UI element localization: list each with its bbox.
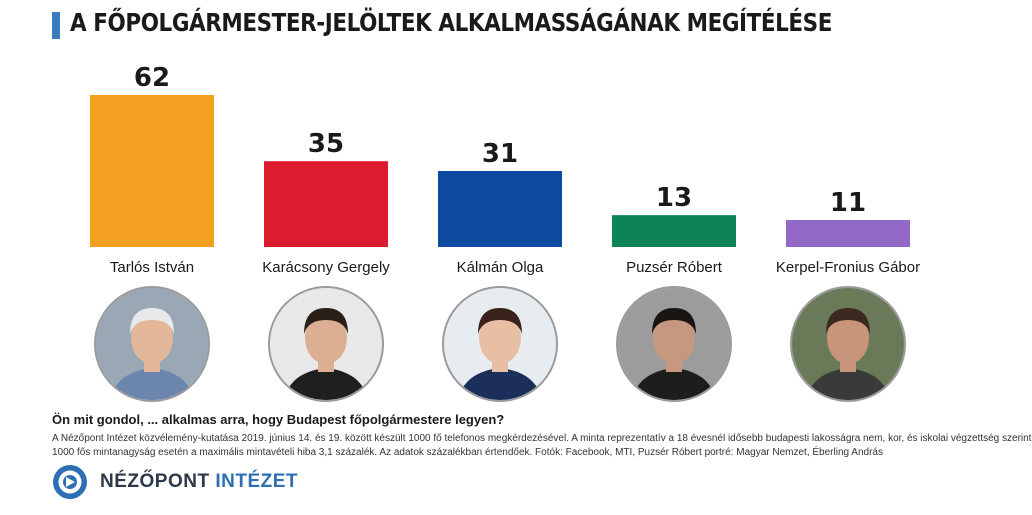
value-label-2: 35 <box>308 129 344 159</box>
bar-3 <box>438 171 562 247</box>
bar-2 <box>264 161 388 247</box>
bar-4 <box>612 215 736 247</box>
category-label-5: Kerpel-Fronius Gábor <box>776 259 920 276</box>
portrait-photo-icon <box>618 288 730 400</box>
category-label-1: Tarlós István <box>110 259 194 276</box>
category-label-3: Kálmán Olga <box>457 259 544 276</box>
portrait-photo-icon <box>792 288 904 400</box>
nezopont-logo-text[interactable]: NÉZŐPONT INTÉZET <box>100 471 298 493</box>
value-label-3: 31 <box>482 139 518 169</box>
title-accent-bar <box>52 12 60 39</box>
value-label-4: 13 <box>656 183 692 213</box>
value-label-5: 11 <box>830 188 866 218</box>
bar-chart: 62 Tarlós István 35 Karácsony Gergely 31 Kálm… <box>90 63 920 276</box>
chart-title: A FŐPOLGÁRMESTER-JELÖLTEK ALKALMASSÁGÁNA… <box>70 8 832 37</box>
category-label-2: Karácsony Gergely <box>262 259 390 276</box>
survey-question: Ön mit gondol, ... alkalmas arra, hogy B… <box>52 412 505 427</box>
bar-5 <box>786 220 910 247</box>
portrait-1 <box>94 286 210 402</box>
portrait-4 <box>616 286 732 402</box>
source-note-line-1: A Nézőpont Intézet közvélemény-kutatása … <box>52 433 1032 444</box>
value-label-1: 62 <box>134 63 170 93</box>
portrait-photo-icon <box>444 288 556 400</box>
portrait-2 <box>268 286 384 402</box>
category-label-4: Puzsér Róbert <box>626 259 723 276</box>
source-note-line-2: 1000 fős mintanagyság esetén a maximális… <box>52 447 883 458</box>
nezopont-logo-icon[interactable] <box>52 464 88 500</box>
logo-word-intezet: INTÉZET <box>215 471 299 492</box>
portrait-3 <box>442 286 558 402</box>
portrait-5 <box>790 286 906 402</box>
portrait-photo-icon <box>270 288 382 400</box>
portrait-photo-icon <box>96 288 208 400</box>
bar-1 <box>90 95 214 247</box>
logo-word-nezopont: NÉZŐPONT <box>100 471 210 492</box>
